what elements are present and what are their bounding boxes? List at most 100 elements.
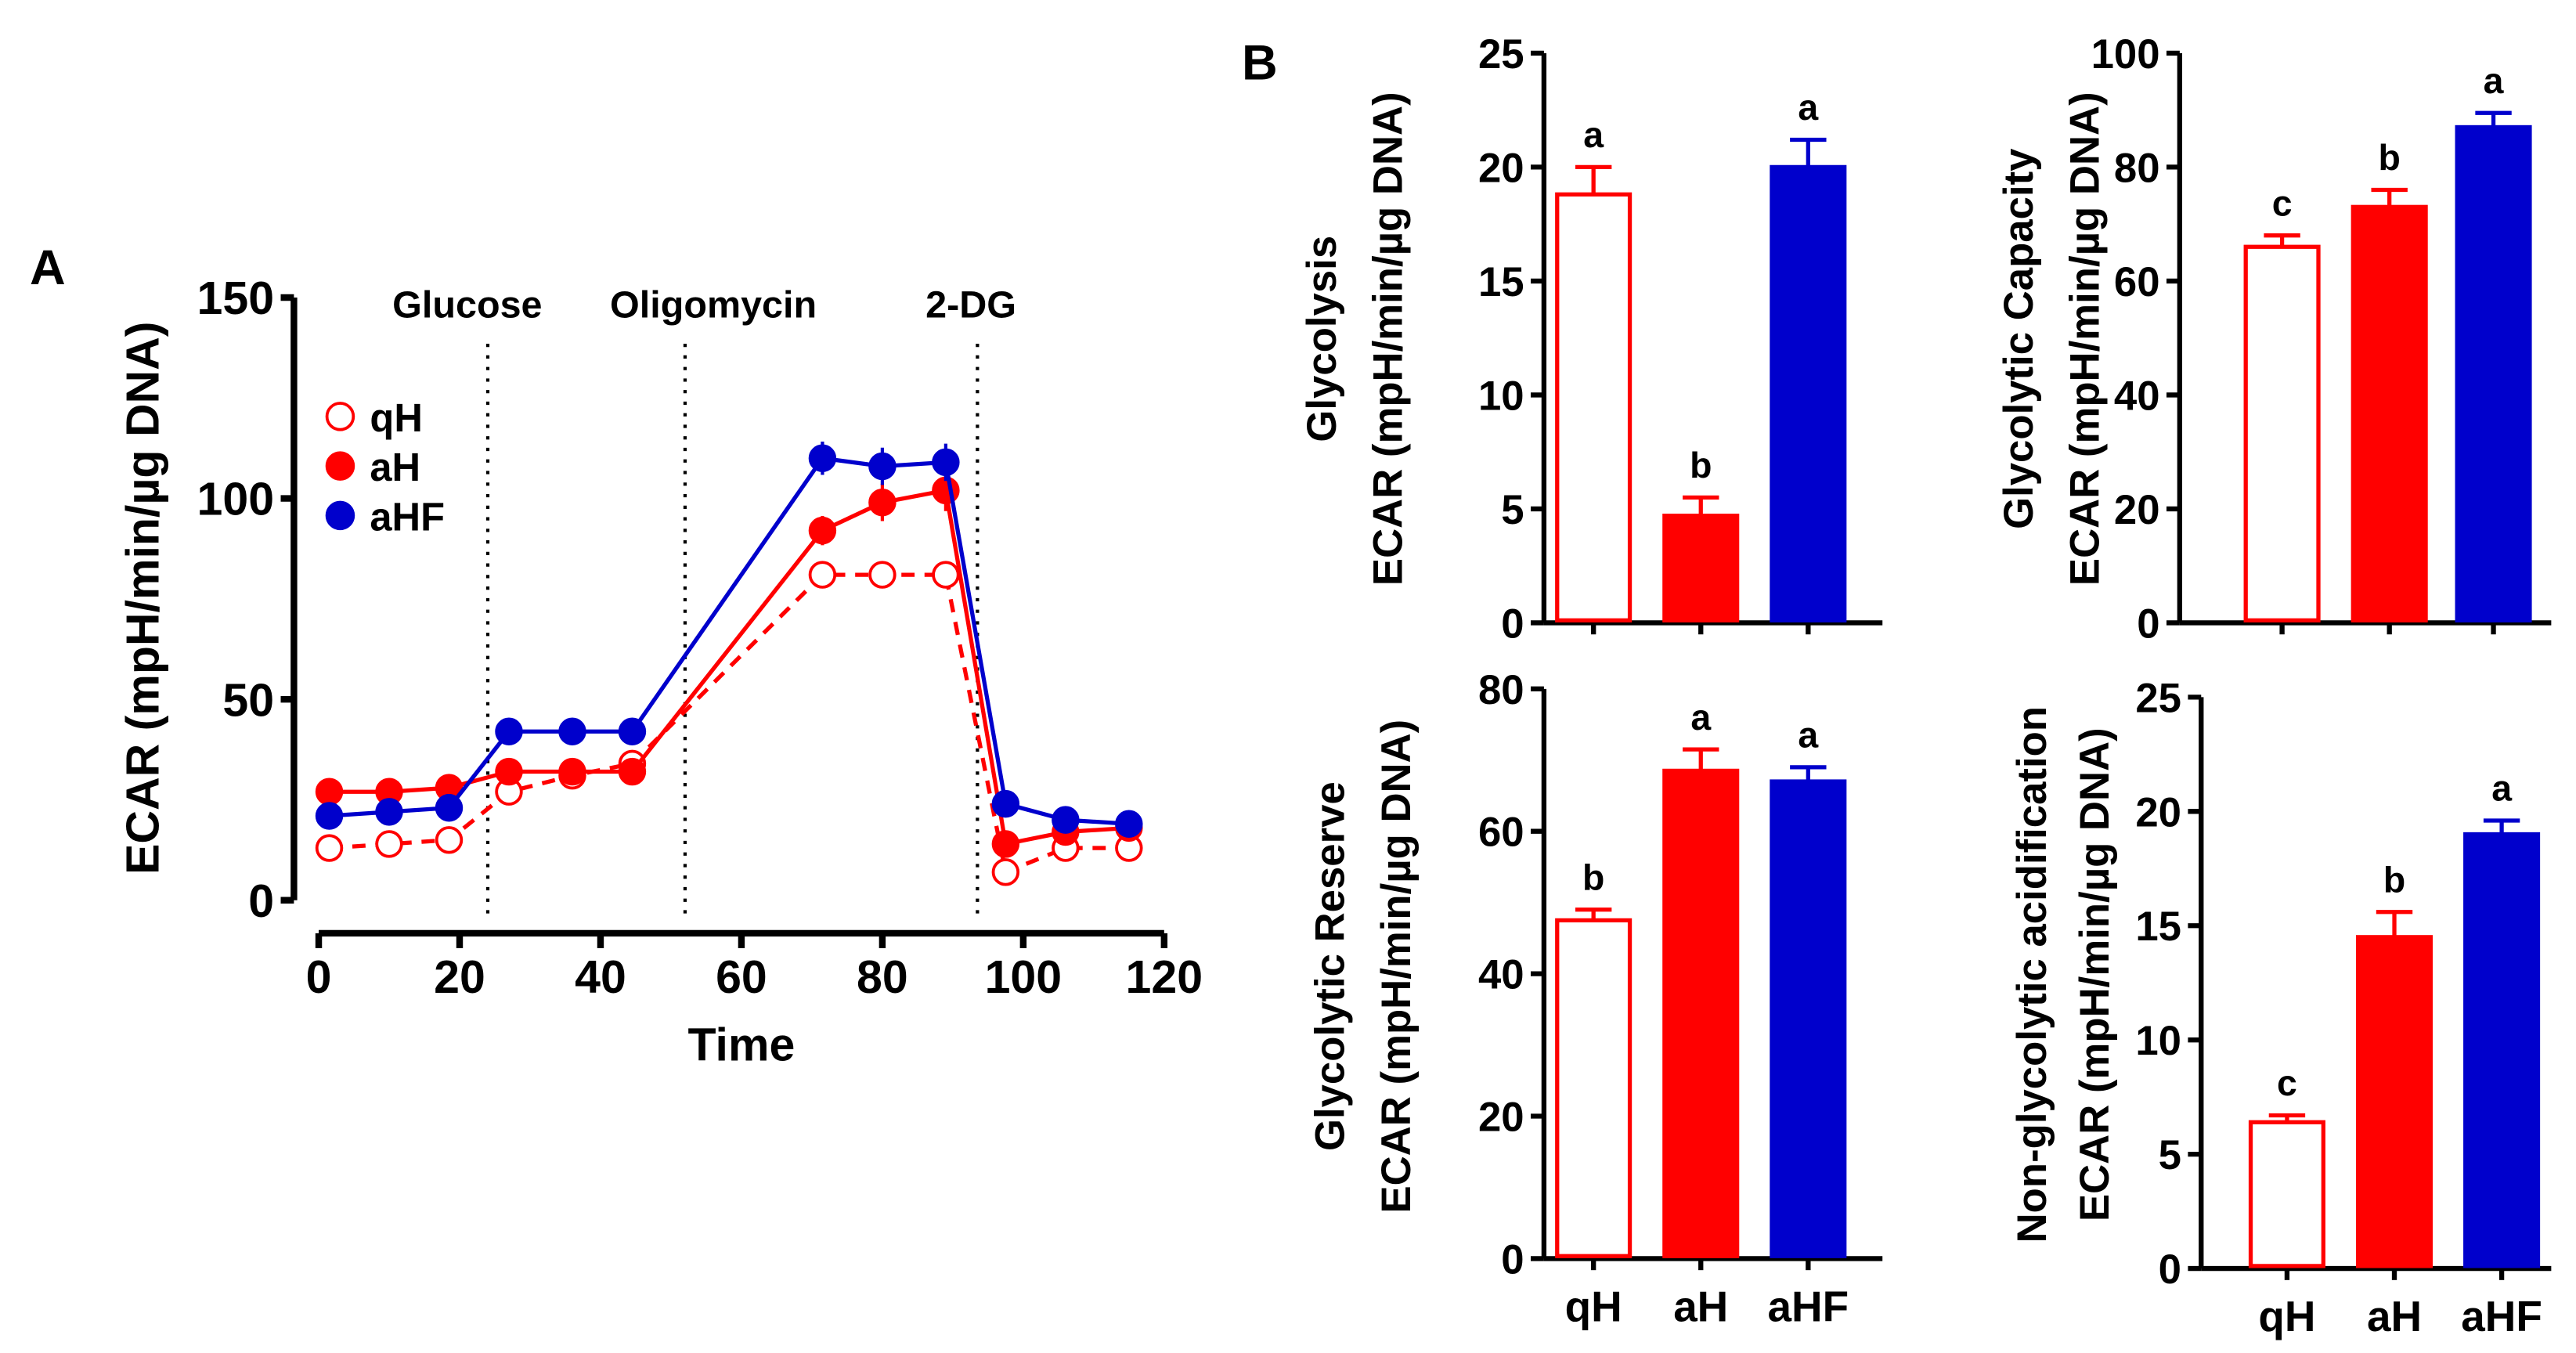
data-point xyxy=(868,488,897,517)
y-axis-label: ECAR (mpH/min/µg DNA) xyxy=(1373,720,1420,1214)
data-point xyxy=(932,476,960,505)
bar-aHF xyxy=(2455,124,2532,622)
injection-label: Glucose xyxy=(392,283,542,326)
injection-label: 2-DG xyxy=(925,283,1016,326)
y-tick-label: 80 xyxy=(1478,667,1524,713)
data-point xyxy=(808,561,837,589)
series-qH xyxy=(315,561,1143,886)
y-axis-label: ECAR (mpH/min/µg DNA) xyxy=(2072,727,2118,1221)
data-point xyxy=(558,717,586,745)
legend-label: aH xyxy=(370,445,420,489)
y-axis-title: Glycolytic Reserve xyxy=(1308,781,1354,1151)
x-tick-label: 20 xyxy=(434,951,485,1003)
data-point xyxy=(618,757,647,786)
y-tick-label: 15 xyxy=(2135,904,2181,950)
y-tick-label: 40 xyxy=(2114,373,2160,419)
data-point xyxy=(618,717,647,745)
bar-aH xyxy=(1662,768,1740,1258)
significance-letter: b xyxy=(1582,857,1604,897)
data-point xyxy=(315,778,344,806)
bar-qH xyxy=(1555,192,1633,622)
y-tick-label: 20 xyxy=(1478,145,1524,191)
data-point xyxy=(991,858,1020,886)
legend-label: qH xyxy=(370,395,422,440)
bar-chart-3: 0 20 40 60 80 Glycolytic Reserve ECAR (mpH/min… xyxy=(1308,667,1883,1331)
legend-marker xyxy=(325,500,355,531)
significance-letter: a xyxy=(1583,114,1604,155)
y-tick-label: 80 xyxy=(2114,145,2160,191)
x-tick-label: aH xyxy=(2367,1292,2422,1340)
data-point xyxy=(991,830,1020,858)
y-tick-label: 50 xyxy=(222,674,274,726)
y-tick-label: 60 xyxy=(2114,259,2160,305)
data-point xyxy=(868,452,897,481)
bar-aH xyxy=(2355,935,2433,1268)
y-tick-label: 100 xyxy=(2091,31,2160,78)
bar-aHF xyxy=(1770,164,1847,622)
y-axis-title: Glycolytic Capacity xyxy=(1996,148,2042,529)
series-line xyxy=(329,456,1130,826)
bar-qH xyxy=(2243,244,2321,622)
bar-qH xyxy=(1555,918,1633,1258)
bar-aH xyxy=(1662,514,1740,622)
x-tick-label: aHF xyxy=(2461,1292,2542,1340)
x-axis-label: Time xyxy=(688,1019,796,1070)
y-tick-label: 25 xyxy=(1478,31,1524,78)
significance-letter: a xyxy=(1798,715,1819,756)
significance-letter: c xyxy=(2272,182,2293,223)
x-tick-label: 80 xyxy=(857,951,908,1003)
y-tick-label: 20 xyxy=(2135,789,2181,835)
data-point xyxy=(315,834,344,862)
y-tick-label: 15 xyxy=(1478,259,1524,305)
data-point xyxy=(808,516,837,545)
y-tick-label: 0 xyxy=(2159,1247,2181,1293)
y-axis-label: ECAR (mpH/min/µg DNA) xyxy=(1366,92,1412,586)
y-tick-label: 10 xyxy=(2135,1018,2181,1064)
data-point xyxy=(558,757,586,786)
y-axis-label: ECAR (mpH/min/µg DNA) xyxy=(2062,92,2109,586)
bar-qH xyxy=(2248,1120,2325,1268)
y-tick-label: 25 xyxy=(2135,675,2181,721)
data-point xyxy=(375,830,403,858)
x-tick-label: 60 xyxy=(716,951,767,1003)
bar-chart-4: 0 5 10 15 20 25 Non-glycolytic acidification EC… xyxy=(2009,675,2552,1340)
data-point xyxy=(495,757,523,786)
y-tick-label: 150 xyxy=(197,272,275,324)
y-tick-label: 10 xyxy=(1478,373,1524,419)
data-point xyxy=(1052,806,1080,834)
y-tick-label: 0 xyxy=(1501,1236,1524,1283)
significance-letter: a xyxy=(1690,697,1712,738)
data-point xyxy=(435,794,464,822)
y-tick-label: 60 xyxy=(1478,810,1524,856)
y-tick-label: 0 xyxy=(248,875,274,927)
y-tick-label: 0 xyxy=(2137,601,2159,647)
bar-chart-2: 0 20 40 60 80 100 Glycolytic Capacity ECAR (mpH… xyxy=(1996,31,2552,647)
bar-aHF xyxy=(1770,779,1847,1258)
x-tick-label: 120 xyxy=(1126,951,1203,1003)
significance-letter: a xyxy=(2491,768,2513,809)
x-tick-label: 0 xyxy=(306,951,332,1003)
data-point xyxy=(932,561,960,589)
x-tick-label: aH xyxy=(1673,1283,1728,1331)
data-point xyxy=(808,444,837,472)
y-tick-label: 20 xyxy=(1478,1094,1524,1140)
y-tick-label: 5 xyxy=(1501,487,1524,533)
data-point xyxy=(315,802,344,830)
legend-marker xyxy=(325,402,355,431)
y-tick-label: 5 xyxy=(2159,1132,2181,1178)
bar-chart-1: 0 5 10 15 20 25 Glycolysis ECAR (mpH/min/µg DNA… xyxy=(1299,31,1883,647)
series-aHF xyxy=(315,441,1143,838)
significance-letter: b xyxy=(2379,137,2401,178)
significance-letter: a xyxy=(2484,60,2505,101)
y-tick-label: 100 xyxy=(197,474,275,525)
significance-letter: b xyxy=(1690,445,1712,485)
x-tick-label: qH xyxy=(1565,1283,1622,1331)
legend-marker xyxy=(325,451,355,481)
significance-letter: a xyxy=(1798,87,1819,128)
injection-label: Oligomycin xyxy=(610,283,817,326)
x-tick-label: aHF xyxy=(1768,1283,1849,1331)
data-point xyxy=(435,826,464,854)
bar-aHF xyxy=(2463,832,2541,1268)
y-tick-label: 20 xyxy=(2114,487,2160,533)
